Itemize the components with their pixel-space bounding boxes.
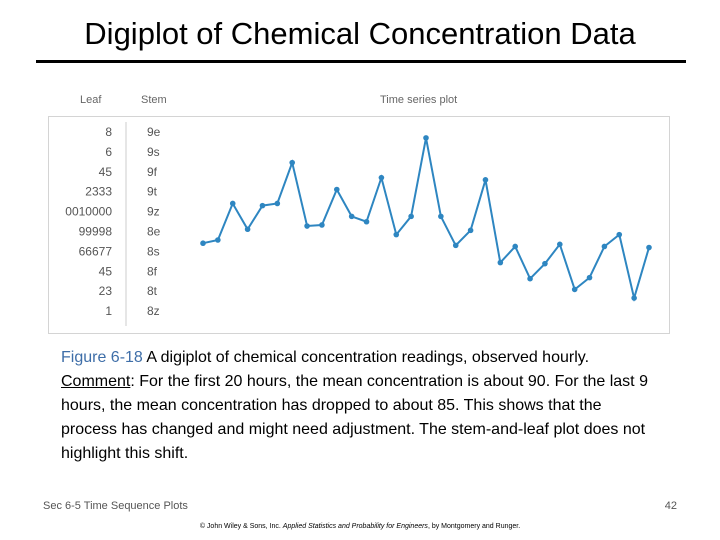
data-point <box>557 241 563 248</box>
leaf-value: 99998 <box>79 225 113 239</box>
leaf-value: 23 <box>99 284 113 298</box>
data-point <box>497 259 504 266</box>
data-point <box>215 237 221 243</box>
data-point <box>527 275 533 282</box>
data-point <box>363 218 370 225</box>
data-point <box>482 177 489 183</box>
leaf-value: 2333 <box>85 185 112 199</box>
caption-text-b: : For the first 20 hours, the mean conce… <box>61 373 648 462</box>
time-series-plot <box>200 135 652 303</box>
stem-value: 8z <box>147 304 160 318</box>
leaf-value: 1 <box>105 304 112 318</box>
data-point <box>289 159 296 166</box>
section-footer: Sec 6-5 Time Sequence Plots <box>43 500 188 512</box>
data-point <box>571 286 578 293</box>
data-point <box>319 222 325 228</box>
leaf-value: 0010000 <box>65 205 112 219</box>
leaf-value: 66677 <box>79 244 113 258</box>
data-point <box>542 260 548 267</box>
copyright-notice: © John Wiley & Sons, Inc. Applied Statis… <box>0 523 720 530</box>
data-point <box>408 213 414 220</box>
stem-value: 9f <box>147 165 158 179</box>
leaf-value: 8 <box>105 125 112 139</box>
data-point <box>467 227 474 234</box>
data-point <box>348 213 355 220</box>
data-point <box>586 274 593 281</box>
comment-label: Comment <box>61 373 131 390</box>
data-point <box>274 200 281 207</box>
copyright-book-title: Applied Statistics and Probability for E… <box>282 523 428 530</box>
slide-title: Digiplot of Chemical Concentration Data <box>84 16 636 51</box>
data-point <box>452 242 459 249</box>
page-number: 42 <box>664 500 677 512</box>
data-point <box>631 295 637 301</box>
data-point <box>393 231 400 238</box>
data-point <box>646 244 652 251</box>
data-point <box>244 226 251 233</box>
stem-value: 9s <box>147 145 160 159</box>
stem-value: 8s <box>147 244 160 258</box>
leaf-value: 45 <box>99 165 113 179</box>
data-point <box>334 186 340 193</box>
stem-value: 8e <box>147 225 161 239</box>
data-point <box>378 174 385 181</box>
data-point <box>229 200 236 207</box>
digiplot-panel <box>48 116 670 334</box>
figure-reference: Figure 6-18 <box>61 349 143 366</box>
stem-value: 8f <box>147 264 158 278</box>
title-underline <box>36 60 686 63</box>
data-point <box>423 135 429 141</box>
leaf-value: 6 <box>105 145 112 159</box>
stem-value: 8t <box>147 284 158 298</box>
data-point <box>601 243 608 250</box>
data-point <box>438 213 444 220</box>
leaf-column-header: Leaf <box>80 94 102 106</box>
data-point <box>259 202 266 209</box>
figure-caption: Figure 6-18 A digiplot of chemical conce… <box>61 346 661 466</box>
copyright-prefix: © John Wiley & Sons, Inc. <box>199 523 283 530</box>
data-point <box>304 223 310 229</box>
copyright-suffix: , by Montgomery and Runger. <box>427 523 521 530</box>
leaf-value: 45 <box>99 264 113 278</box>
time-series-plot-title: Time series plot <box>380 94 458 106</box>
stem-column-header: Stem <box>141 94 167 106</box>
stem-value: 9e <box>147 125 161 139</box>
caption-text-a: A digiplot of chemical concentration rea… <box>142 349 590 366</box>
data-point <box>512 243 518 250</box>
stem-value: 9t <box>147 185 158 199</box>
series-line <box>202 137 650 303</box>
data-point <box>200 240 206 247</box>
stem-and-leaf-display: 8 9e 6 9s 45 9f 2333 9t 0010000 9z 99998 8e 66677 8s 4… <box>65 125 160 318</box>
stem-value: 9z <box>147 205 160 219</box>
data-point <box>616 231 623 238</box>
